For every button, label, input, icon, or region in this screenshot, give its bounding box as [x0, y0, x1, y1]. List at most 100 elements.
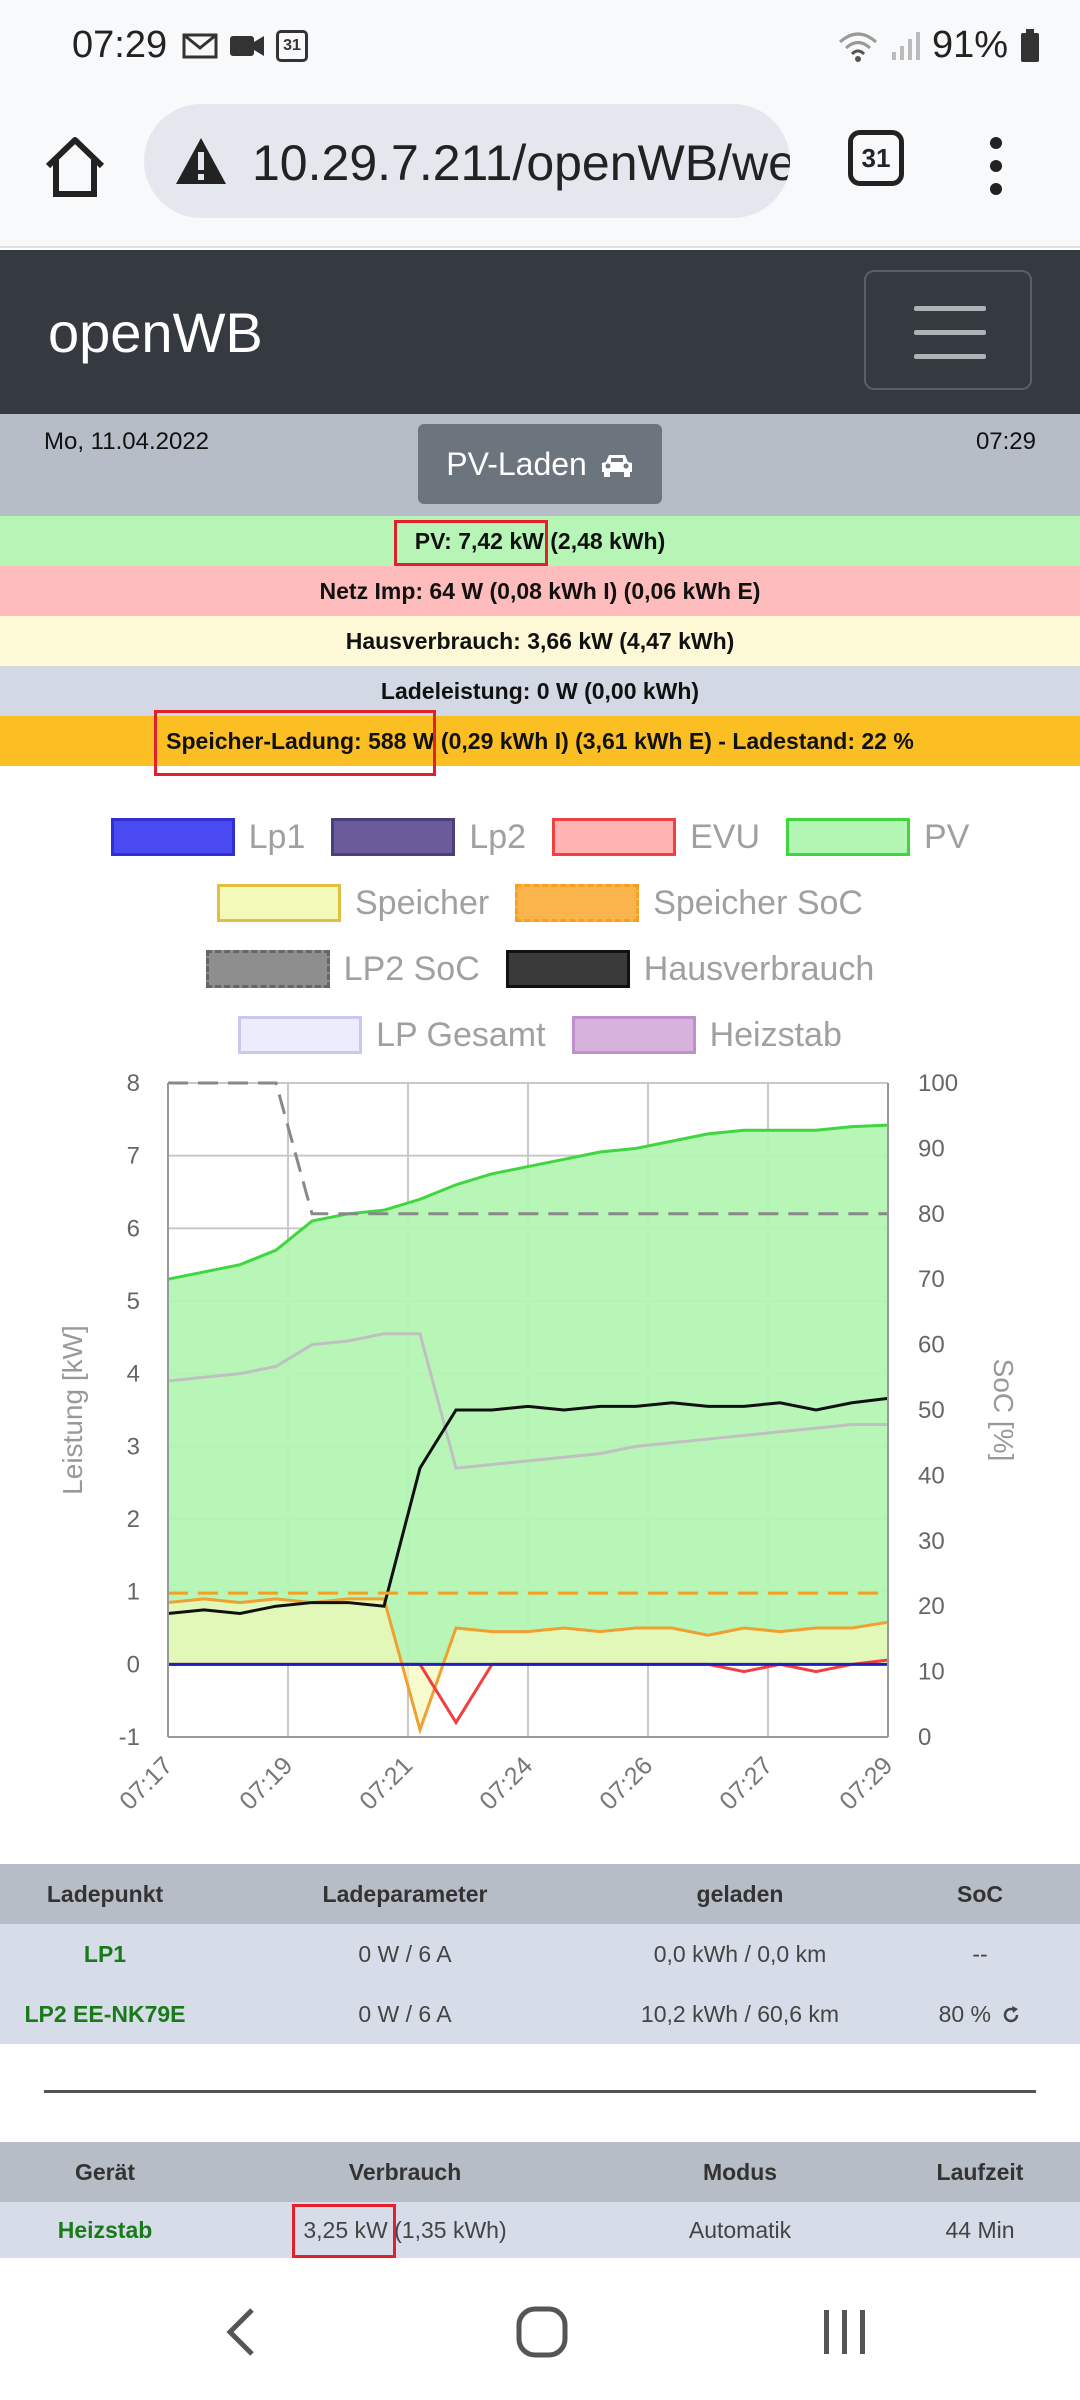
system-navigation-bar: [0, 2258, 1080, 2400]
device-mode: Automatik: [688, 2216, 792, 2243]
legend-swatch-hausverbrauch: [505, 950, 630, 988]
status-bar: 07:29 31 91%: [0, 0, 1080, 96]
lp-soc: --: [972, 1940, 988, 1967]
calendar-icon: 31: [276, 30, 308, 62]
legend-item-lp-gesamt[interactable]: LP Gesamt: [238, 1015, 546, 1055]
legend-label-lp-gesamt: LP Gesamt: [376, 1015, 546, 1054]
y-tick-label: 0: [127, 1651, 140, 1678]
menu-toggle-button[interactable]: [864, 270, 1032, 390]
header-geladen: geladen: [696, 1880, 784, 1907]
y2-tick-label: 20: [918, 1593, 945, 1620]
y-tick-label: 5: [127, 1288, 140, 1315]
pv-area: [168, 1125, 888, 1665]
signal-icon: [891, 31, 920, 60]
legend-item-lp2-soc[interactable]: LP2 SoC: [205, 949, 480, 989]
y2-tick-label: 40: [918, 1462, 945, 1489]
back-icon[interactable]: [220, 2304, 260, 2360]
legend-swatch-heizstab: [571, 1016, 696, 1054]
y2-tick-label: 90: [918, 1135, 945, 1162]
lp-charged: 10,2 kWh / 60,6 km: [640, 2000, 840, 2027]
lp-soc: 80 %: [938, 2000, 992, 2027]
device-name[interactable]: Heizstab: [57, 2216, 153, 2243]
header-verbrauch: Verbrauch: [348, 2158, 462, 2185]
y-tick-label: 4: [127, 1361, 140, 1388]
header-geraet: Gerät: [74, 2158, 136, 2185]
y-tick-label: -1: [119, 1724, 140, 1751]
legend-row-4: LP Gesamt Heizstab: [0, 1010, 1080, 1060]
y-tick-label: 8: [127, 1070, 140, 1097]
charge-point-header-row: Ladepunkt Ladeparameter geladen SoC: [0, 1864, 1080, 1924]
legend-item-speicher-soc[interactable]: Speicher SoC: [515, 884, 863, 923]
table-row[interactable]: LP2 EE-NK79E 0 W / 6 A 10,2 kWh / 60,6 k…: [0, 1984, 1080, 2044]
y2-tick-label: 50: [918, 1397, 945, 1424]
legend-item-speicher[interactable]: Speicher: [217, 884, 489, 923]
legend-item-evu[interactable]: EVU: [552, 818, 760, 857]
y2-tick-label: 10: [918, 1659, 945, 1686]
legend-item-pv[interactable]: PV: [786, 818, 969, 857]
lp-charged: 0,0 kWh / 0,0 km: [653, 1940, 827, 1967]
lp-name[interactable]: LP2 EE-NK79E: [24, 2000, 186, 2027]
grid-info-text: Netz Imp: 64 W (0,08 kWh I) (0,06 kWh E): [319, 578, 761, 604]
brand-logo[interactable]: openWB: [48, 301, 263, 364]
legend-label-pv: PV: [924, 817, 970, 856]
legend-swatch-lp1: [110, 818, 235, 856]
address-bar[interactable]: 10.29.7.211/openWB/web: [144, 104, 790, 218]
table-row[interactable]: Heizstab 3,25 kW (1,35 kWh) Automatik 44…: [0, 2202, 1080, 2258]
legend-row-1: Lp1 Lp2 EVU PV: [0, 812, 1080, 862]
y-axis-label: Leistung [kW]: [57, 1325, 88, 1495]
legend-swatch-lp2-soc: [205, 950, 330, 988]
y2-tick-label: 60: [918, 1332, 945, 1359]
legend-row-3: LP2 SoC Hausverbrauch: [0, 944, 1080, 994]
current-date: Mo, 11.04.2022: [44, 428, 210, 455]
y2-tick-label: 100: [918, 1070, 958, 1097]
house-info-row: Hausverbrauch: 3,66 kW (4,47 kWh): [0, 616, 1080, 666]
home-icon[interactable]: [40, 132, 110, 202]
status-right: 91%: [838, 24, 1040, 67]
legend-swatch-lp2: [331, 818, 456, 856]
legend-row-2: Speicher Speicher SoC: [0, 878, 1080, 928]
battery-icon: [1021, 28, 1039, 62]
current-time: 07:29: [975, 428, 1036, 455]
charge-point-table: Ladepunkt Ladeparameter geladen SoC LP1 …: [0, 1864, 1080, 2044]
highlight-heizstab-value: [292, 2204, 396, 2258]
legend-item-heizstab[interactable]: Heizstab: [571, 1016, 842, 1055]
legend-label-hausverbrauch: Hausverbrauch: [643, 949, 875, 988]
legend-label-lp2-soc: LP2 SoC: [343, 949, 480, 988]
charge-info-text: Ladeleistung: 0 W (0,00 kWh): [380, 678, 700, 704]
x-tick-label: 07:19: [234, 1751, 298, 1815]
legend-label-speicher-soc: Speicher SoC: [653, 883, 863, 922]
notification-icons: 31: [182, 30, 308, 62]
device-consumption: 3,25 kW (1,35 kWh): [303, 2216, 507, 2243]
legend-label-lp2: Lp2: [469, 817, 527, 856]
x-tick-label: 07:24: [474, 1751, 538, 1815]
x-tick-label: 07:26: [594, 1751, 658, 1815]
charge-mode-button[interactable]: PV-Laden: [418, 424, 662, 504]
charge-mode-label: PV-Laden: [446, 446, 587, 482]
url-text[interactable]: 10.29.7.211/openWB/web: [252, 135, 790, 191]
recents-icon[interactable]: [820, 2306, 872, 2358]
speicher-line: [167, 1597, 889, 1735]
more-options-icon[interactable]: [976, 132, 1016, 202]
header-laufzeit: Laufzeit: [936, 2158, 1024, 2185]
battery-percent: 91%: [931, 24, 1008, 66]
refresh-icon[interactable]: [1001, 2005, 1021, 2025]
legend-label-evu: EVU: [690, 817, 761, 856]
legend-swatch-speicher: [217, 884, 341, 922]
charge-info-row: Ladeleistung: 0 W (0,00 kWh): [0, 666, 1080, 716]
legend-item-lp2[interactable]: Lp2: [331, 818, 526, 857]
pv-line: [167, 1123, 889, 1281]
legend-item-lp1[interactable]: Lp1: [110, 818, 305, 857]
y2-axis-label: SoC [%]: [988, 1359, 1019, 1462]
device-header-row: Gerät Verbrauch Modus Laufzeit: [0, 2142, 1080, 2202]
legend-swatch-lp-gesamt: [238, 1016, 363, 1054]
lp-name[interactable]: LP1: [83, 1940, 127, 1967]
warning-icon[interactable]: [174, 134, 228, 188]
home-nav-icon[interactable]: [514, 2304, 570, 2360]
y2-tick-label: 80: [918, 1201, 945, 1228]
y2-tick-label: 70: [918, 1266, 945, 1293]
header-ladeparameter: Ladeparameter: [322, 1880, 488, 1907]
table-row[interactable]: LP1 0 W / 6 A 0,0 kWh / 0,0 km --: [0, 1924, 1080, 1984]
tab-switcher-button[interactable]: 31: [848, 130, 904, 186]
legend-item-hausverbrauch[interactable]: Hausverbrauch: [505, 949, 875, 989]
